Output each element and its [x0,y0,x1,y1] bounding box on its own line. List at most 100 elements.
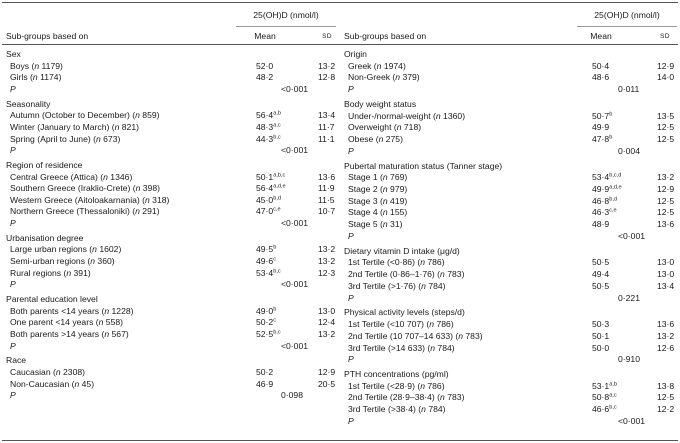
row-n: 275 [383,134,401,145]
row-n-close: ) [404,172,408,183]
significance-superscript: a,c [609,392,617,399]
row-label: Both parents >14 years (n 567) [10,329,129,340]
mean-header-right: Mean [590,31,612,41]
significance-superscript: c,e [609,207,617,214]
mean-value: 53·4b,c [256,268,281,279]
row-label: 2nd Tertile (0·86–1·76) (n 783) [348,269,464,280]
row-n-close: ) [479,330,483,341]
row-n-close: ) [82,366,86,377]
row-n: 31 [387,219,400,230]
row-n-open: ( [425,342,431,353]
row-n-close: ) [399,219,403,230]
n-symbol: n [55,366,61,377]
mean-number: 52·0 [256,60,274,71]
row-n-close: ) [451,342,455,353]
row-n: 786 [434,319,451,330]
row-n-open: ( [85,256,91,267]
mean-number: 49·6 [256,256,274,267]
row-n: 786 [424,380,442,391]
row-n: 1346 [107,171,130,182]
row-n-close: ) [416,72,420,83]
sd-value: 12·6 [657,342,675,353]
header-bottom-rule [2,44,678,45]
mean-number: 46·3 [592,207,610,218]
mean-number: 46·6 [592,404,610,415]
n-symbol: n [145,194,150,205]
mean-number: 50·2 [256,317,274,328]
sd-value: 13·2 [318,60,336,71]
mean-value: 47·8b [592,134,612,145]
row-category: 3rd Tertile (>14 633) [348,342,425,353]
mean-number: 49·4 [592,269,610,280]
significance-superscript: b,c [273,329,281,336]
mean-number: 50·0 [592,342,610,353]
mean-value: 47·0c,e [256,206,281,217]
n-symbol: n [95,133,101,144]
row-n-close: ) [60,60,63,71]
sd-value: 13·6 [657,319,675,330]
sd-value: 12·5 [657,195,675,206]
row-n-open: ( [434,392,441,403]
row-n: 2308 [60,366,83,377]
sd-value: 12·9 [318,366,336,377]
row-n: 783 [444,392,462,403]
significance-superscript: b [609,134,613,141]
row-n: 398 [140,183,158,194]
mean-number: 50·1 [592,330,610,341]
row-n: 821 [119,121,137,132]
row-n-close: ) [157,183,160,194]
group-heading: Region of residence [6,159,83,170]
mean-value: 49·0b [256,306,276,317]
row-n: 360 [95,256,112,267]
sd-value: 13·4 [318,110,336,121]
p-value: 0·910 [618,354,640,365]
row-category: Boys [10,60,30,71]
row-n: 558 [103,317,121,328]
n-symbol: n [382,172,388,183]
sd-value: 13·4 [657,280,675,291]
significance-superscript: b [273,306,277,313]
mean-number: 49·0 [256,305,274,316]
n-symbol: n [90,256,96,267]
row-n-open: ( [99,328,105,339]
mean-number: 53·1 [592,380,610,391]
p-value: 0·098 [281,390,303,401]
row-n-open: ( [29,60,35,71]
sd-value: 11·1 [318,133,335,144]
row-category: Winter (January to March) [10,121,110,132]
row-n-close: ) [402,60,406,71]
p-label: P [348,145,354,156]
row-n-open: ( [130,183,136,194]
n-symbol: n [34,60,40,71]
mean-number: 48·9 [592,219,610,230]
p-value: <0·001 [618,230,645,241]
sd-header-left: SD [322,33,332,40]
measure-underline-right [577,26,677,27]
mean-number: 49·9 [592,184,610,195]
mean-number: 49·5 [256,244,274,255]
row-label: 2nd Tertile (28·9–38·4) (n 783) [348,392,464,403]
row-n-close: ) [91,378,95,389]
mean-value: 50·1 [592,331,609,342]
significance-superscript: a,d,e [273,183,286,190]
p-value: 0·221 [618,292,640,303]
mean-number: 50·2 [256,366,274,377]
n-symbol: n [135,206,140,217]
row-n-open: ( [139,194,146,205]
n-symbol: n [440,269,445,280]
mean-number: 47·0 [256,206,274,217]
mean-value: 46·6b,c [592,404,617,415]
row-category: Spring (April to June) [10,133,91,144]
row-label: Stage 5 (n 31) [348,219,402,230]
row-label: Under-/normal-weight (n 1360) [348,111,465,122]
n-symbol: n [382,184,388,195]
n-symbol: n [98,317,104,328]
row-category: 3rd Tertile (>1·76) [348,280,416,291]
group-heading: Origin [344,49,367,59]
row-n-open: ( [377,184,383,195]
row-category: Obese [348,134,374,145]
mean-number: 52·5 [256,328,274,339]
mean-value: 52·5b,c [256,329,281,340]
n-symbol: n [74,378,80,389]
sd-value: 12·9 [657,60,675,71]
